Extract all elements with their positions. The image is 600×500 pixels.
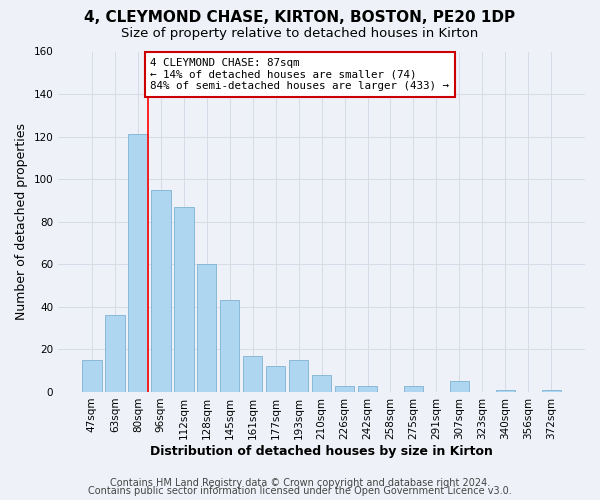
Bar bbox=[151, 190, 170, 392]
Bar bbox=[174, 207, 194, 392]
Y-axis label: Number of detached properties: Number of detached properties bbox=[15, 123, 28, 320]
Bar bbox=[266, 366, 286, 392]
Bar bbox=[496, 390, 515, 392]
Text: 4 CLEYMOND CHASE: 87sqm
← 14% of detached houses are smaller (74)
84% of semi-de: 4 CLEYMOND CHASE: 87sqm ← 14% of detache… bbox=[151, 58, 449, 91]
Text: 4, CLEYMOND CHASE, KIRTON, BOSTON, PE20 1DP: 4, CLEYMOND CHASE, KIRTON, BOSTON, PE20 … bbox=[85, 10, 515, 25]
Bar bbox=[335, 386, 355, 392]
Text: Size of property relative to detached houses in Kirton: Size of property relative to detached ho… bbox=[121, 28, 479, 40]
Bar bbox=[404, 386, 423, 392]
Bar bbox=[289, 360, 308, 392]
Bar bbox=[82, 360, 101, 392]
Bar bbox=[358, 386, 377, 392]
Bar bbox=[542, 390, 561, 392]
Text: Contains public sector information licensed under the Open Government Licence v3: Contains public sector information licen… bbox=[88, 486, 512, 496]
Bar bbox=[197, 264, 217, 392]
Bar bbox=[220, 300, 239, 392]
Text: Contains HM Land Registry data © Crown copyright and database right 2024.: Contains HM Land Registry data © Crown c… bbox=[110, 478, 490, 488]
Bar bbox=[449, 382, 469, 392]
X-axis label: Distribution of detached houses by size in Kirton: Distribution of detached houses by size … bbox=[150, 444, 493, 458]
Bar bbox=[312, 375, 331, 392]
Bar bbox=[128, 134, 148, 392]
Bar bbox=[105, 316, 125, 392]
Bar bbox=[243, 356, 262, 392]
